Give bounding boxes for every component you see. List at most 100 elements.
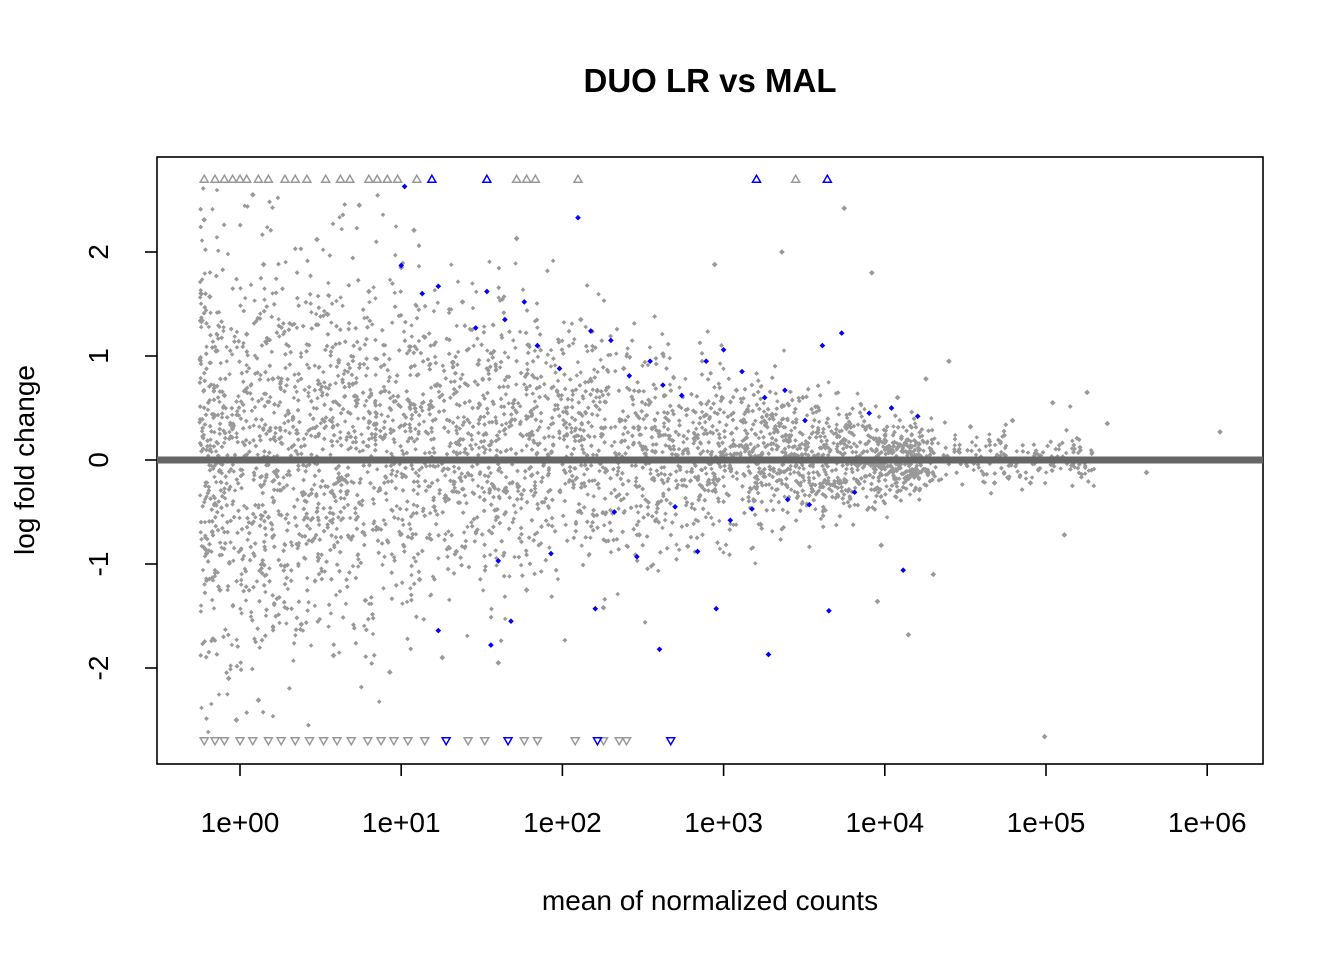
background-point xyxy=(392,290,397,296)
background-point xyxy=(481,438,487,444)
background-point xyxy=(587,434,592,440)
background-point xyxy=(606,352,611,358)
background-point xyxy=(359,432,364,437)
background-point xyxy=(205,729,211,735)
background-point xyxy=(561,417,566,423)
background-point xyxy=(717,419,722,425)
background-point xyxy=(263,532,269,538)
background-point xyxy=(284,621,289,626)
background-point xyxy=(435,463,441,469)
background-point xyxy=(256,502,261,508)
background-point xyxy=(328,611,334,616)
background-point xyxy=(428,592,434,597)
background-point xyxy=(709,466,714,472)
background-point xyxy=(435,300,441,306)
background-point xyxy=(367,299,372,305)
background-point xyxy=(673,478,679,483)
background-point xyxy=(234,431,239,436)
background-point xyxy=(837,429,842,434)
background-point xyxy=(322,380,327,385)
background-point xyxy=(284,483,290,488)
background-point xyxy=(983,444,989,449)
background-point xyxy=(206,324,212,330)
background-point xyxy=(470,305,476,311)
background-point xyxy=(862,479,867,484)
background-point xyxy=(826,380,831,385)
background-point xyxy=(835,475,840,480)
background-point xyxy=(221,328,226,334)
background-point-cloud xyxy=(197,186,1097,735)
background-point xyxy=(409,572,414,578)
background-point xyxy=(227,371,232,377)
background-point xyxy=(552,363,558,368)
background-point xyxy=(825,452,831,458)
background-point xyxy=(382,554,387,560)
background-point xyxy=(304,575,310,581)
background-point xyxy=(636,440,642,446)
background-point xyxy=(231,545,237,551)
background-point xyxy=(513,261,518,266)
background-point xyxy=(428,385,434,390)
background-point xyxy=(200,567,206,573)
background-point xyxy=(843,471,848,476)
background-point xyxy=(770,529,775,534)
background-point xyxy=(734,476,740,482)
background-point xyxy=(702,419,708,425)
background-point xyxy=(401,522,406,528)
background-point xyxy=(585,348,590,354)
background-point xyxy=(501,404,507,409)
background-point xyxy=(811,475,817,481)
background-point xyxy=(518,506,524,511)
background-point xyxy=(295,497,300,502)
background-point xyxy=(591,367,597,372)
background-point xyxy=(276,316,281,322)
background-point xyxy=(232,334,237,339)
background-point xyxy=(716,381,722,387)
background-point xyxy=(238,606,243,612)
background-point xyxy=(855,422,861,427)
background-point xyxy=(644,447,650,452)
background-point xyxy=(234,345,240,350)
background-point xyxy=(254,579,260,584)
background-point xyxy=(454,431,460,436)
background-point xyxy=(592,434,597,439)
background-point xyxy=(660,331,665,337)
background-point xyxy=(470,477,476,483)
background-point xyxy=(298,350,304,356)
background-point xyxy=(588,535,593,540)
background-point xyxy=(213,479,219,485)
background-point xyxy=(383,463,389,469)
background-point xyxy=(381,586,386,591)
background-point xyxy=(555,576,561,582)
background-point xyxy=(527,383,533,389)
background-point xyxy=(211,606,217,611)
background-point xyxy=(530,391,536,396)
background-point xyxy=(768,498,774,504)
background-point xyxy=(1015,469,1020,474)
background-point xyxy=(312,363,318,368)
background-point xyxy=(315,505,320,511)
background-point xyxy=(244,369,250,374)
background-point xyxy=(973,443,978,448)
background-point xyxy=(304,362,310,367)
background-point xyxy=(674,542,679,547)
background-point xyxy=(270,495,275,500)
background-point xyxy=(578,370,583,375)
background-point xyxy=(791,469,797,475)
background-point xyxy=(239,577,244,583)
background-point xyxy=(221,325,226,330)
background-point xyxy=(199,428,205,434)
background-point xyxy=(615,469,621,474)
background-point xyxy=(555,378,561,384)
background-point xyxy=(331,542,337,548)
background-point xyxy=(535,325,540,330)
background-point xyxy=(216,323,221,328)
background-point xyxy=(427,510,433,516)
background-point xyxy=(319,566,324,571)
background-point xyxy=(271,410,277,415)
background-point xyxy=(374,467,380,472)
background-point xyxy=(787,467,793,472)
background-point xyxy=(829,488,835,494)
background-point xyxy=(214,235,220,240)
